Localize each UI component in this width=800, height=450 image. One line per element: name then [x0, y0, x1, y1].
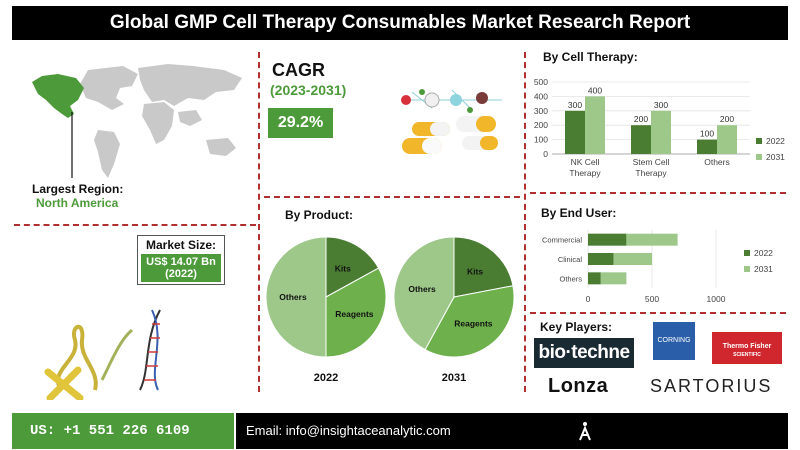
data-label: 100 [700, 129, 714, 139]
bar-2022-2 [697, 139, 717, 154]
data-label: 200 [720, 114, 734, 124]
largest-region-label: Largest Region: [32, 182, 124, 196]
y-tick-label: 500 [534, 77, 548, 87]
legend-label: 2031 [754, 264, 773, 274]
pie-slice-kits [453, 236, 514, 298]
thermo-fisher-name: Thermo Fisher [722, 343, 772, 350]
cagr-years: (2023-2031) [270, 82, 347, 98]
legend-label: 2022 [754, 248, 773, 258]
market-size-year: (2022) [165, 268, 197, 280]
pie-label: Reagents [335, 309, 374, 319]
x-tick-label: NK Cell [571, 157, 600, 167]
cagr-title: CAGR [272, 60, 325, 80]
x-tick-label: Therapy [635, 168, 667, 178]
by-end-user-title: By End User: [541, 206, 617, 220]
data-label: 300 [568, 100, 582, 110]
market-size-value: US$ 14.07 Bn [146, 256, 216, 268]
separator-region [14, 224, 256, 226]
bar-2022-1 [631, 125, 651, 154]
footer-phone: US: +1 551 226 6109 [12, 413, 234, 449]
bar-2022-2 [588, 272, 601, 285]
product-pies: Kits Reagents Others 2022 Kits Reagents Other… [265, 236, 515, 384]
largest-region-value: North America [36, 196, 119, 210]
x-tick-label: Therapy [569, 168, 601, 178]
y-tick-label: 200 [534, 120, 548, 130]
bar-2022-0 [565, 110, 585, 154]
x-tick-label: Stem Cell [633, 157, 670, 167]
thermo-fisher-logo: Thermo Fisher SCIENTIFIC [712, 332, 782, 364]
data-label: 400 [588, 85, 602, 95]
by-cell-therapy-title: By Cell Therapy: [543, 50, 638, 64]
pie-slice-others [393, 236, 455, 351]
by-product-title: By Product: [285, 208, 354, 222]
separator-right [524, 52, 526, 392]
pie-slice-reagents [424, 285, 515, 358]
pie-slice-kits [325, 236, 380, 298]
bar-2022-1 [588, 253, 614, 265]
pie-slice-reagents [325, 267, 387, 358]
pie-year-label: 2022 [314, 372, 338, 384]
bar-2031-1 [651, 110, 671, 154]
bar-2031-2 [600, 272, 627, 285]
footer-email: Email: info@insightaceanalytic.com [236, 413, 788, 449]
pie-label: Others [279, 292, 307, 302]
x-tick-label: Others [704, 157, 730, 167]
separator-cagr [264, 196, 520, 198]
legend-swatch [744, 266, 750, 272]
y-tick-label: Others [559, 274, 582, 283]
data-label: 300 [654, 100, 668, 110]
bar-2031-0 [626, 233, 678, 246]
lonza-logo: Lonza [548, 375, 609, 397]
footer-email-text: Email: info@insightaceanalytic.com [246, 423, 451, 438]
pie-year-label: 2031 [442, 372, 466, 384]
x-tick-label: 1000 [707, 294, 726, 304]
cagr-value: 29.2% [268, 108, 333, 138]
x-tick-label: 500 [645, 294, 659, 304]
bar-2022-0 [588, 233, 627, 246]
pie-slice-others [265, 236, 327, 358]
y-tick-label: Commercial [542, 236, 582, 245]
y-tick-label: Clinical [558, 255, 583, 264]
legend-label: 2022 [766, 136, 785, 146]
y-tick-label: 300 [534, 106, 548, 116]
report-title: Global GMP Cell Therapy Consumables Mark… [12, 6, 788, 40]
market-size-value-box: US$ 14.07 Bn (2022) [141, 254, 221, 282]
legend-swatch [756, 154, 762, 160]
x-tick-label: 0 [586, 294, 591, 304]
end-user-chart: 0 500 1000 Commercial Clinical Others 2022 2031 [542, 230, 773, 304]
data-label: 200 [634, 114, 648, 124]
bar-2031-2 [717, 125, 737, 154]
key-players-title: Key Players: [540, 320, 613, 334]
separator-left [258, 52, 260, 392]
pie-label: Kits [335, 264, 351, 274]
legend-label: 2031 [766, 152, 785, 162]
legend-swatch [756, 138, 762, 144]
bar-2031-1 [613, 253, 652, 265]
y-tick-label: 400 [534, 91, 548, 101]
y-tick-label: 100 [534, 135, 548, 145]
pie-label: Reagents [454, 319, 493, 329]
world-map-icon [32, 64, 242, 178]
corning-logo: CORNING [653, 322, 695, 360]
pills-cells-icon [401, 89, 502, 154]
thermo-fisher-sub: SCIENTIFIC [733, 352, 761, 358]
brand-logo-icon [579, 422, 591, 441]
pie-label: Kits [467, 267, 483, 277]
y-tick-label: 0 [543, 149, 548, 159]
market-size-box: Market Size: US$ 14.07 Bn (2022) [137, 235, 225, 285]
dna-chromosome-icon [44, 309, 161, 400]
separator-cell-therapy [530, 192, 786, 194]
market-size-label: Market Size: [145, 238, 217, 252]
biotechne-logo: bio·techne [534, 338, 634, 368]
legend-swatch [744, 250, 750, 256]
separator-end-user [530, 312, 786, 314]
bar-2031-0 [585, 96, 605, 154]
pie-label: Others [408, 284, 436, 294]
sartorius-logo: SARTORIUS [650, 376, 773, 396]
